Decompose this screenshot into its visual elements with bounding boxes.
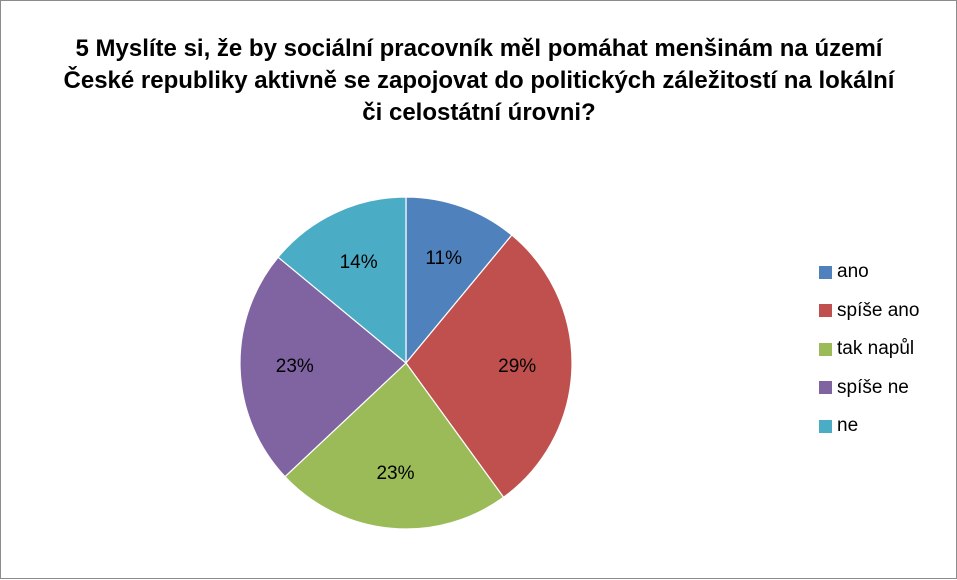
legend-label: tak napůl [837, 338, 915, 360]
legend-item-tak-napůl: tak napůl [819, 330, 954, 369]
legend-swatch [819, 342, 832, 356]
data-label-ne: 14% [340, 252, 378, 273]
legend-label: ne [837, 415, 859, 437]
legend-item-spíše-ne: spíše ne [819, 369, 954, 408]
data-label-spíše-ano: 29% [498, 356, 536, 377]
legend-item-spíše-ano: spíše ano [819, 292, 954, 331]
pie-slice-ano [405, 196, 513, 365]
data-label-ano: 11% [425, 248, 462, 269]
data-label-tak-napůl: 23% [376, 463, 414, 484]
chart-legend: ano spíše ano tak napůl spíše ne ne [819, 253, 954, 446]
legend-item-ne: ne [819, 407, 954, 446]
legend-swatch [819, 419, 832, 433]
legend-label: ano [837, 261, 869, 283]
legend-item-ano: ano [819, 253, 954, 292]
pie-slice-spíše-ne [239, 256, 407, 478]
pie-slice-tak-napůl [284, 362, 505, 530]
pie-slice-ne [277, 196, 407, 365]
legend-swatch [819, 304, 832, 318]
legend-label: spíše ano [837, 299, 920, 321]
data-label-spíše-ne: 23% [276, 356, 314, 377]
chart-title: 5 Myslíte si, že by sociální pracovník m… [63, 35, 895, 126]
legend-label: spíše ne [837, 376, 909, 398]
pie-slice-spíše-ano [405, 234, 573, 499]
legend-swatch [819, 265, 832, 279]
legend-swatch [819, 381, 832, 395]
